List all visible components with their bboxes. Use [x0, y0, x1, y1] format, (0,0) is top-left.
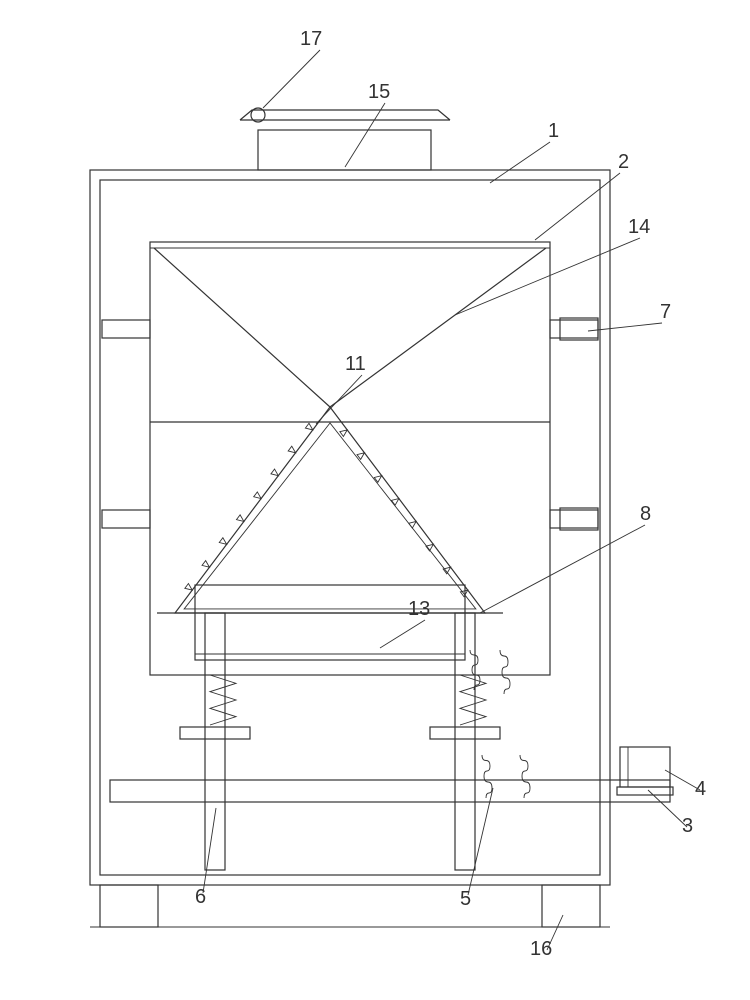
- callout-2: 2: [618, 151, 629, 173]
- callout-15: 15: [368, 81, 390, 103]
- callout-5: 5: [460, 888, 471, 910]
- callout-1: 1: [548, 120, 559, 142]
- callout-17: 17: [300, 28, 322, 50]
- callout-16: 16: [530, 938, 552, 960]
- callout-7: 7: [660, 301, 671, 323]
- callout-4: 4: [695, 778, 706, 800]
- callout-3: 3: [682, 815, 693, 837]
- callout-6: 6: [195, 886, 206, 908]
- callout-11: 11: [345, 353, 366, 375]
- callout-13: 13: [408, 598, 430, 620]
- callout-14: 14: [628, 216, 650, 238]
- callout-8: 8: [640, 503, 651, 525]
